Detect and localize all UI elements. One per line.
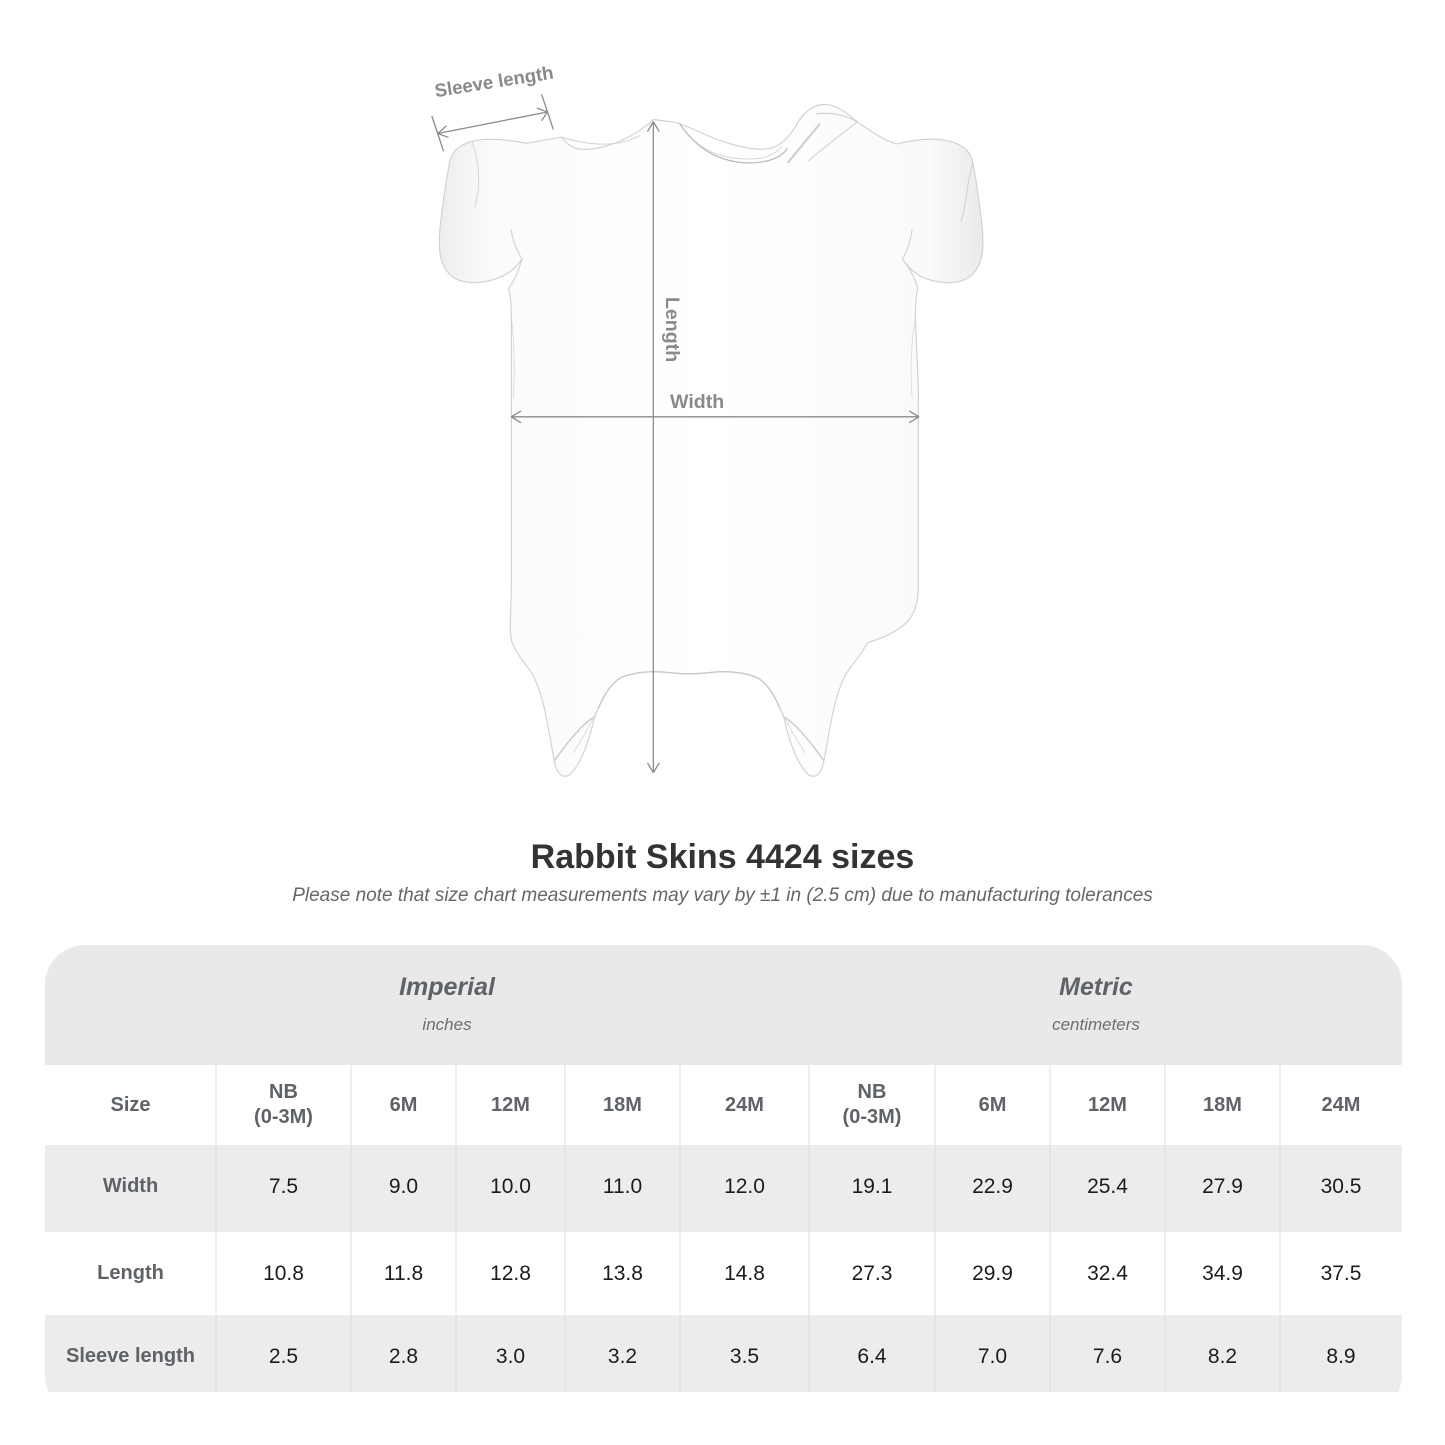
svg-text:Width: Width (670, 391, 724, 413)
svg-text:Length: Length (661, 297, 683, 362)
svg-text:Sleeve length: Sleeve length (433, 62, 555, 102)
